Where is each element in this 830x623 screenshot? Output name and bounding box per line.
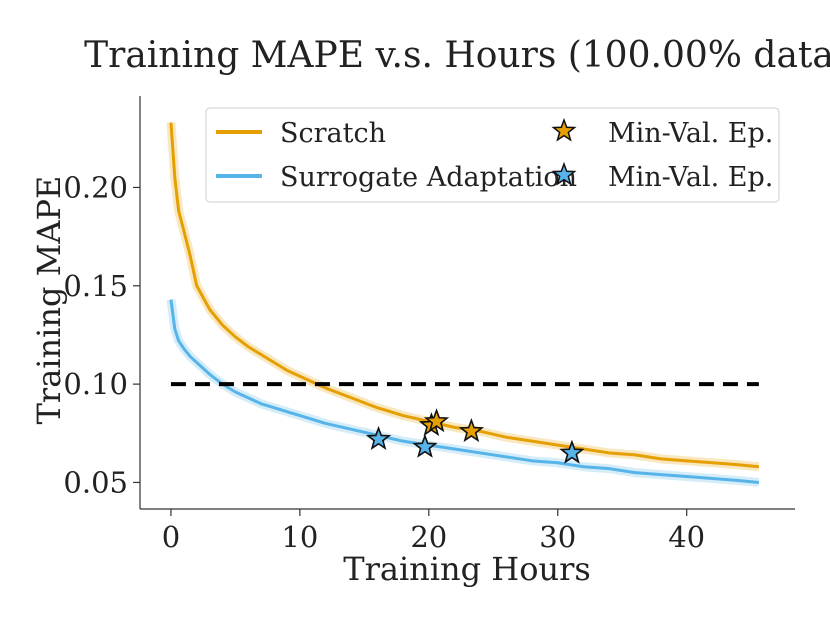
series-band-surrogate-adaptation	[166, 298, 760, 487]
plot-area	[166, 122, 760, 487]
x-ticks: 0 10 20 30 40	[162, 509, 705, 554]
x-tick-label: 30	[539, 520, 576, 554]
x-tick-label: 20	[410, 520, 447, 554]
y-tick-label: 0.05	[63, 465, 128, 499]
chart-title: Training MAPE v.s. Hours (100.00% data)	[84, 35, 830, 76]
series-line-scratch	[169, 122, 760, 469]
series-line-surrogate-adaptation	[169, 299, 760, 484]
legend-label-scratch: Scratch	[280, 118, 386, 149]
legend-label-surrogate: Surrogate Adaptation	[280, 162, 577, 193]
legend-label-minval-scratch: Min-Val. Ep.	[608, 118, 773, 149]
y-tick-label: 0.10	[63, 367, 128, 401]
y-tick-label: 0.20	[63, 170, 128, 204]
x-axis-label: Training Hours	[343, 550, 591, 588]
legend-label-minval-surrogate: Min-Val. Ep.	[608, 162, 773, 193]
min-val-star-icon-1-2	[559, 439, 585, 464]
y-ticks: 0.05 0.10 0.15 0.20	[63, 170, 140, 499]
legend-star-icon-surrogate	[551, 161, 577, 186]
x-tick-label: 10	[281, 520, 318, 554]
x-tick-label: 0	[162, 520, 180, 554]
y-axis-label: Training MAPE	[30, 176, 68, 425]
legend-box	[205, 107, 780, 203]
min-val-star-icon-1-1	[412, 433, 438, 458]
min-val-star-icon-0-1	[423, 408, 450, 433]
min-val-star-icon-1-0	[365, 425, 392, 450]
min-val-star-icon-0-2	[458, 418, 485, 443]
legend-star-icon-scratch	[551, 117, 577, 142]
y-tick-label: 0.15	[63, 269, 128, 303]
legend: Scratch Surrogate Adaptation Min-Val. Ep…	[205, 107, 780, 203]
x-tick-label: 40	[668, 520, 705, 554]
